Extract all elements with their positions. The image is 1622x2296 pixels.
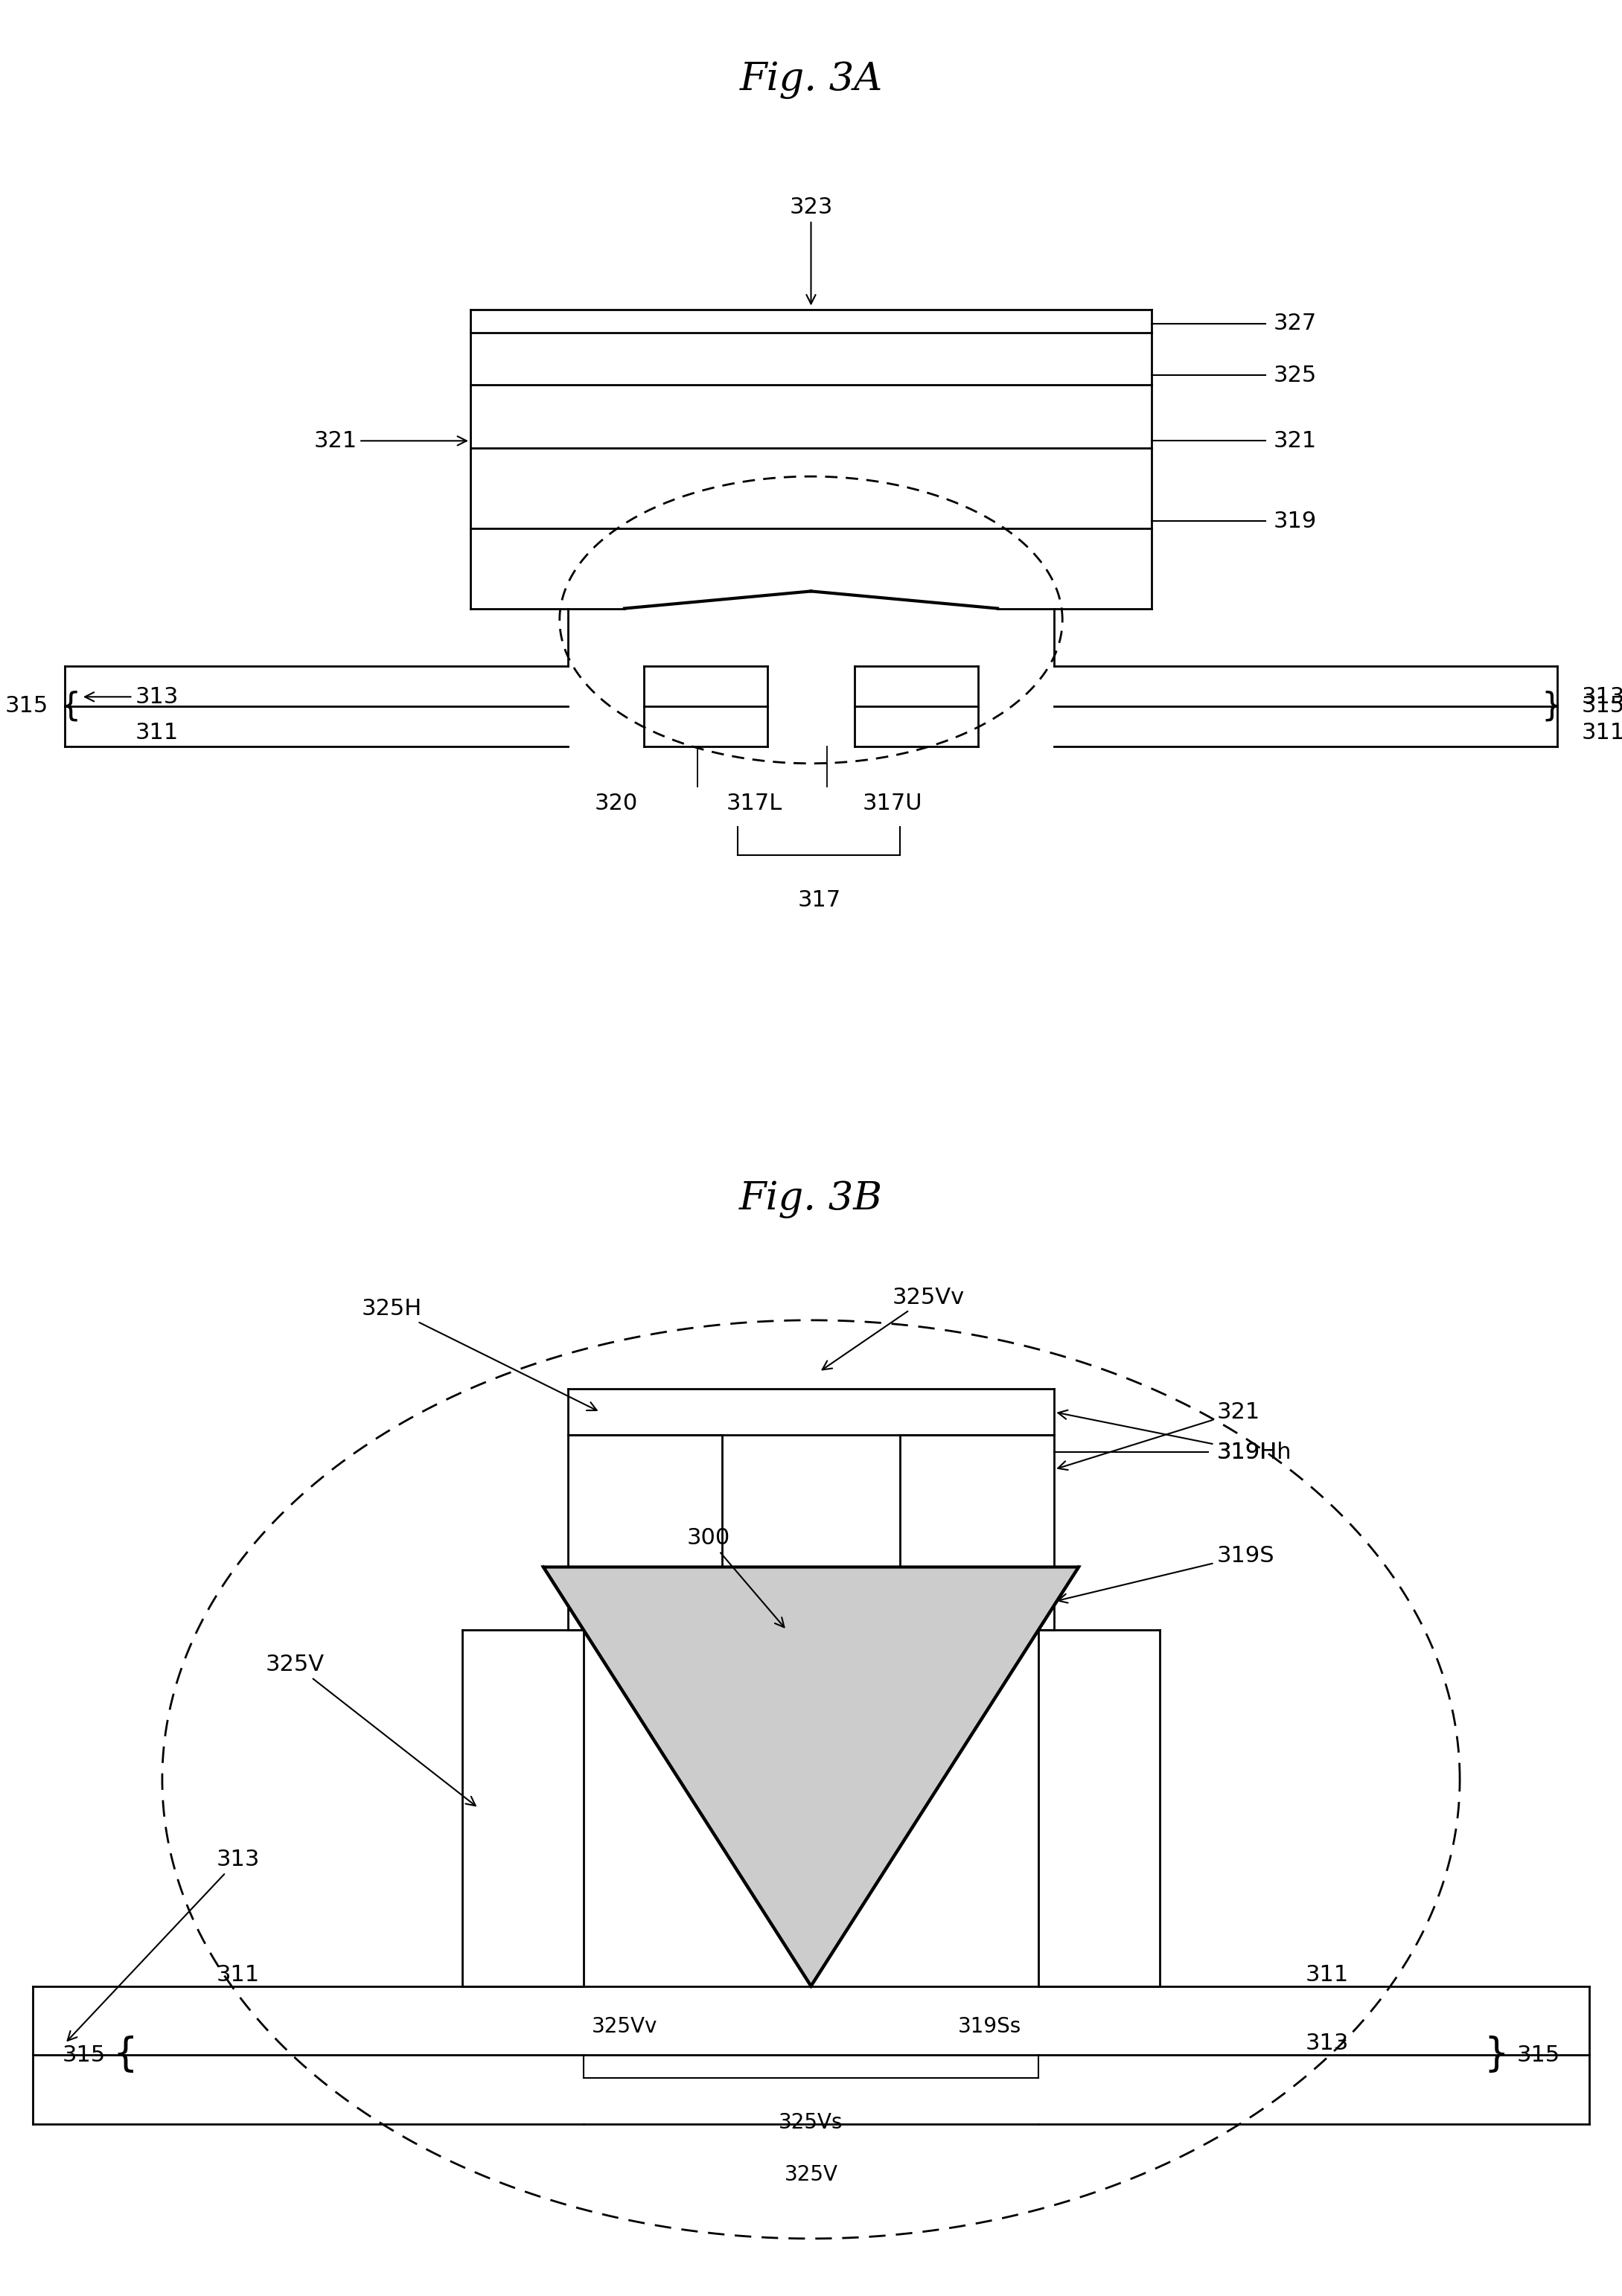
Text: 313: 313 [1581,687,1622,707]
Text: 315: 315 [5,696,49,716]
Text: 325V: 325V [783,2163,839,2186]
Text: Fig. 3B: Fig. 3B [740,1180,882,1219]
Text: 313: 313 [84,687,178,707]
Text: 323: 323 [790,197,832,303]
Text: 317: 317 [798,891,840,912]
Text: 325V: 325V [266,1653,475,1805]
Text: 315: 315 [1517,2043,1560,2066]
Text: 313: 313 [1306,2032,1350,2055]
Text: 319Ss: 319Ss [957,2016,1022,2037]
Text: }: } [1484,2037,1508,2073]
Text: 311: 311 [135,721,178,744]
Text: 319S: 319S [1058,1545,1275,1603]
Text: 317U: 317U [863,792,921,815]
Text: 319H: 319H [1216,1442,1277,1463]
Text: {: { [60,691,81,721]
Text: Fig. 3A: Fig. 3A [740,62,882,99]
Text: {: { [114,2037,138,2073]
Text: 311: 311 [216,1963,260,1986]
Text: 321: 321 [1273,429,1317,452]
Text: 320: 320 [595,792,637,815]
Text: 325Vs: 325Vs [779,2112,843,2133]
Text: 327: 327 [1273,312,1317,335]
Text: 311: 311 [1581,721,1622,744]
Text: 313: 313 [68,1848,260,2041]
Text: 311: 311 [1306,1963,1350,1986]
Text: 319: 319 [1273,510,1317,533]
Text: 325: 325 [1273,365,1317,386]
Text: 321: 321 [1058,1401,1260,1469]
Text: 325H: 325H [362,1297,597,1410]
Text: 315: 315 [62,2043,105,2066]
Text: }: } [1541,691,1562,721]
Text: 300: 300 [686,1527,783,1628]
Text: 325Vv: 325Vv [822,1286,965,1371]
Text: 315: 315 [1581,696,1622,716]
Text: 317L: 317L [727,792,782,815]
Text: 321: 321 [313,429,467,452]
Text: 325Vv: 325Vv [592,2016,657,2037]
Polygon shape [543,1568,1079,1986]
Text: 319Hh: 319Hh [1058,1410,1291,1463]
